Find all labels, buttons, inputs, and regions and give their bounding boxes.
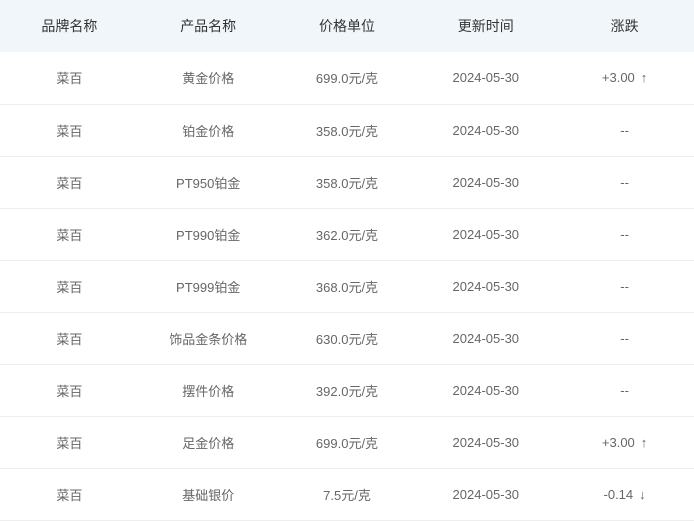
price-table: 品牌名称 产品名称 价格单位 更新时间 涨跌 菜百黄金价格699.0元/克202… — [0, 0, 694, 521]
col-product: 产品名称 — [139, 0, 278, 52]
change-none-text: -- — [620, 279, 629, 294]
cell-change: -- — [555, 208, 694, 260]
table-row: 菜百PT950铂金358.0元/克2024-05-30 -- — [0, 156, 694, 208]
table-row: 菜百基础银价7.5元/克2024-05-30 -0.14 ↓ — [0, 468, 694, 520]
arrow-up-icon: ↑ — [641, 435, 648, 450]
cell-product: 黄金价格 — [139, 52, 278, 104]
table-row: 菜百足金价格699.0元/克2024-05-30 +3.00 ↑ — [0, 416, 694, 468]
table-row: 菜百PT999铂金368.0元/克2024-05-30 -- — [0, 260, 694, 312]
table-row: 菜百铂金价格358.0元/克2024-05-30 -- — [0, 104, 694, 156]
cell-price: 392.0元/克 — [278, 364, 417, 416]
cell-change: -- — [555, 260, 694, 312]
cell-price: 699.0元/克 — [278, 416, 417, 468]
table-row: 菜百饰品金条价格630.0元/克2024-05-30 -- — [0, 312, 694, 364]
cell-product: 摆件价格 — [139, 364, 278, 416]
change-value: -0.14 — [604, 487, 634, 502]
table-row: 菜百黄金价格699.0元/克2024-05-30 +3.00 ↑ — [0, 52, 694, 104]
change-value: +3.00 — [602, 70, 635, 85]
cell-brand: 菜百 — [0, 312, 139, 364]
cell-brand: 菜百 — [0, 104, 139, 156]
cell-product: 铂金价格 — [139, 104, 278, 156]
cell-updated: 2024-05-30 — [416, 364, 555, 416]
cell-updated: 2024-05-30 — [416, 468, 555, 520]
cell-brand: 菜百 — [0, 260, 139, 312]
table-body: 菜百黄金价格699.0元/克2024-05-30+3.00↑菜百铂金价格358.… — [0, 52, 694, 520]
change-none-text: -- — [620, 383, 629, 398]
cell-price: 699.0元/克 — [278, 52, 417, 104]
cell-change: -- — [555, 364, 694, 416]
cell-brand: 菜百 — [0, 468, 139, 520]
cell-product: PT950铂金 — [139, 156, 278, 208]
cell-change: -- — [555, 312, 694, 364]
cell-brand: 菜百 — [0, 208, 139, 260]
cell-change: -- — [555, 104, 694, 156]
cell-updated: 2024-05-30 — [416, 104, 555, 156]
arrow-up-icon: ↑ — [641, 70, 648, 85]
col-updated: 更新时间 — [416, 0, 555, 52]
col-change: 涨跌 — [555, 0, 694, 52]
cell-change: -0.14 ↓ — [555, 468, 694, 520]
cell-price: 358.0元/克 — [278, 156, 417, 208]
cell-product: 基础银价 — [139, 468, 278, 520]
cell-updated: 2024-05-30 — [416, 312, 555, 364]
cell-product: 足金价格 — [139, 416, 278, 468]
cell-updated: 2024-05-30 — [416, 208, 555, 260]
change-none-text: -- — [620, 227, 629, 242]
cell-brand: 菜百 — [0, 364, 139, 416]
col-brand: 品牌名称 — [0, 0, 139, 52]
cell-price: 368.0元/克 — [278, 260, 417, 312]
arrow-down-icon: ↓ — [639, 487, 646, 502]
change-none-text: -- — [620, 123, 629, 138]
cell-price: 362.0元/克 — [278, 208, 417, 260]
cell-product: PT999铂金 — [139, 260, 278, 312]
cell-product: 饰品金条价格 — [139, 312, 278, 364]
cell-price: 630.0元/克 — [278, 312, 417, 364]
table-row: 菜百摆件价格392.0元/克2024-05-30 -- — [0, 364, 694, 416]
cell-brand: 菜百 — [0, 416, 139, 468]
cell-updated: 2024-05-30 — [416, 416, 555, 468]
col-price: 价格单位 — [278, 0, 417, 52]
cell-change: +3.00 ↑ — [555, 52, 694, 104]
cell-price: 7.5元/克 — [278, 468, 417, 520]
cell-brand: 菜百 — [0, 52, 139, 104]
cell-change: -- — [555, 156, 694, 208]
cell-change: +3.00 ↑ — [555, 416, 694, 468]
table-header: 品牌名称 产品名称 价格单位 更新时间 涨跌 — [0, 0, 694, 52]
cell-updated: 2024-05-30 — [416, 156, 555, 208]
header-row: 品牌名称 产品名称 价格单位 更新时间 涨跌 — [0, 0, 694, 52]
change-none-text: -- — [620, 331, 629, 346]
cell-product: PT990铂金 — [139, 208, 278, 260]
table-row: 菜百PT990铂金362.0元/克2024-05-30 -- — [0, 208, 694, 260]
change-value: +3.00 — [602, 435, 635, 450]
cell-updated: 2024-05-30 — [416, 52, 555, 104]
cell-brand: 菜百 — [0, 156, 139, 208]
cell-updated: 2024-05-30 — [416, 260, 555, 312]
cell-price: 358.0元/克 — [278, 104, 417, 156]
change-none-text: -- — [620, 175, 629, 190]
